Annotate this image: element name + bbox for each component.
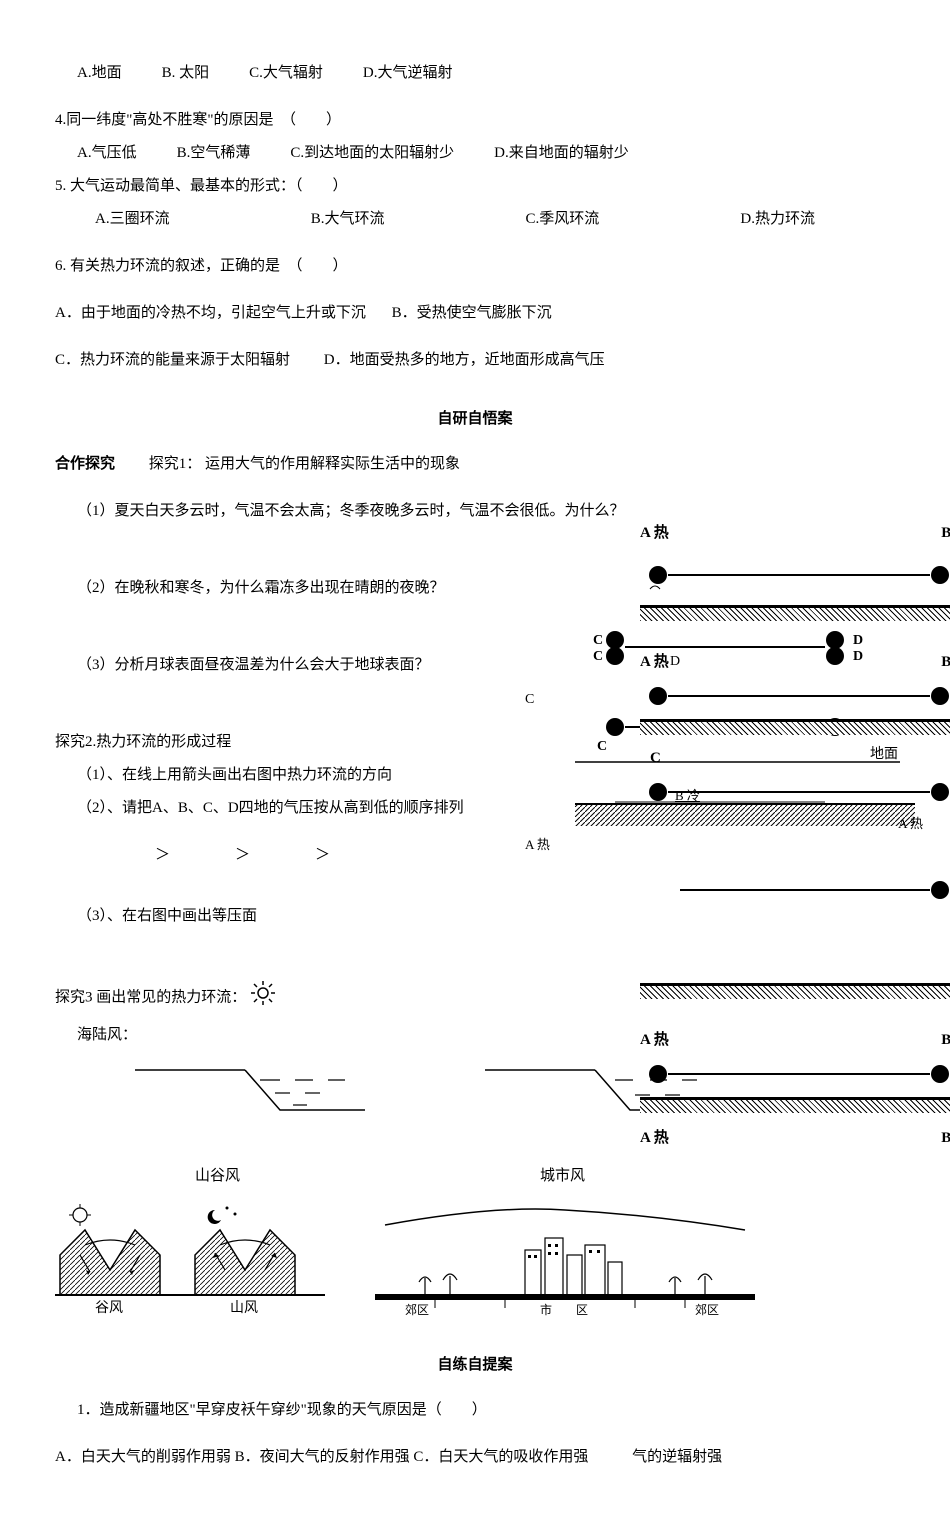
q5-a: A.三圈环流	[95, 206, 170, 233]
valley-diagram: 谷风 山风	[55, 1200, 325, 1320]
sun-icon	[250, 980, 276, 1016]
label-c-float: C	[525, 687, 534, 712]
t1-title: 探究1： 运用大气的作用解释实际生活中的现象	[149, 456, 460, 472]
q5-options: A.三圈环流 B.大气环流 C.季风环流 D.热力环流	[55, 206, 895, 233]
valley-label: 山谷风	[195, 1163, 240, 1190]
svg-text:山风: 山风	[230, 1300, 258, 1316]
opt-b: B. 太阳	[162, 60, 210, 87]
t3-title: 探究3 画出常见的热力环流：	[55, 989, 246, 1005]
q6-stem: 6. 有关热力环流的叙述，正确的是 （ ）	[55, 253, 895, 280]
diagram-row: 谷风 山风 郊区 市 区 郊区	[55, 1200, 895, 1320]
q5-d: D.热力环流	[740, 206, 815, 233]
svg-text:郊区: 郊区	[405, 1303, 429, 1317]
ex1-b: B．夜间大气的反射作用强	[235, 1449, 410, 1465]
ov-c: C	[640, 745, 661, 772]
ex1-c: C．白天大气的吸收作用强	[413, 1449, 588, 1465]
svg-text:C: C	[597, 739, 607, 754]
coop-row: 合作探究 探究1： 运用大气的作用解释实际生活中的现象	[55, 451, 895, 478]
q3-options: A.地面 B. 太阳 C.大气辐射 D.大气逆辐射	[55, 60, 895, 87]
q6-b: B．受热使空气膨胀下沉	[392, 305, 552, 321]
ov-b3: B 冷	[941, 1027, 950, 1054]
q4-a: A.气压低	[77, 140, 137, 167]
section-zilian: 自练自提案	[55, 1352, 895, 1379]
q6-row2: C．热力环流的能量来源于太阳辐射 D．地面受热多的地方，近地面形成高气压	[55, 347, 895, 374]
q6-d: D．地面受热多的地方，近地面形成高气压	[324, 352, 605, 368]
overlay-diagrams: A 热B 冷 A 热B 冷 CD D A 热B 冷 A 热B 冷	[640, 520, 950, 1160]
svg-text:郊区: 郊区	[695, 1303, 719, 1317]
q4-options: A.气压低 B.空气稀薄 C.到达地面的太阳辐射少 D.来自地面的辐射少	[55, 140, 895, 167]
city-label: 城市风	[540, 1163, 585, 1190]
wind-labels: 山谷风 城市风	[55, 1163, 895, 1190]
ov-a3: A 热	[640, 1027, 669, 1054]
q6-row1: A．由于地面的冷热不均，引起空气上升或下沉 B．受热使空气膨胀下沉	[55, 300, 895, 327]
ov-b4: B 冷	[941, 1125, 950, 1152]
opt-d: D.大气逆辐射	[363, 60, 453, 87]
svg-text:C: C	[593, 649, 603, 664]
q4-c: C.到达地面的太阳辐射少	[290, 140, 454, 167]
ov-a2: A 热	[640, 649, 669, 676]
ex1-stem: 1．造成新疆地区"早穿皮袄午穿纱"现象的天气原因是（ ）	[55, 1397, 895, 1424]
ex1-opts: A．白天大气的削弱作用弱 B．夜间大气的反射作用强 C．白天大气的吸收作用强 气…	[55, 1444, 895, 1471]
q4-b: B.空气稀薄	[177, 140, 251, 167]
label-Ahot2: A 热	[525, 833, 550, 856]
q4-d: D.来自地面的辐射少	[494, 140, 629, 167]
q4-stem: 4.同一纬度"高处不胜寒"的原因是 （ ）	[55, 107, 895, 134]
q6-a: A．由于地面的冷热不均，引起空气上升或下沉	[55, 305, 366, 321]
opt-c: C.大气辐射	[249, 60, 323, 87]
ex1-d-partial: 气的逆辐射强	[632, 1449, 722, 1465]
q5-b: B.大气环流	[311, 206, 385, 233]
ov-a1: A 热	[640, 520, 669, 547]
city-diagram: 郊区 市 区 郊区	[375, 1200, 755, 1320]
svg-text:谷风: 谷风	[95, 1300, 123, 1316]
section-ziyan: 自研自悟案	[55, 406, 895, 433]
ex1-a: A．白天大气的削弱作用弱	[55, 1449, 231, 1465]
ov-b2: B 冷	[941, 649, 950, 676]
ov-b1: B 冷	[941, 520, 950, 547]
svg-text:C: C	[593, 633, 603, 648]
ov-a4: A 热	[640, 1125, 669, 1152]
svg-text:市 区: 市 区	[540, 1302, 588, 1317]
opt-a: A.地面	[77, 60, 122, 87]
coop-label: 合作探究	[55, 456, 115, 472]
q6-c: C．热力环流的能量来源于太阳辐射	[55, 352, 290, 368]
q5-stem: 5. 大气运动最简单、最基本的形式：（ ）	[55, 173, 895, 200]
q5-c: C.季风环流	[526, 206, 600, 233]
sea-day	[135, 1055, 365, 1125]
